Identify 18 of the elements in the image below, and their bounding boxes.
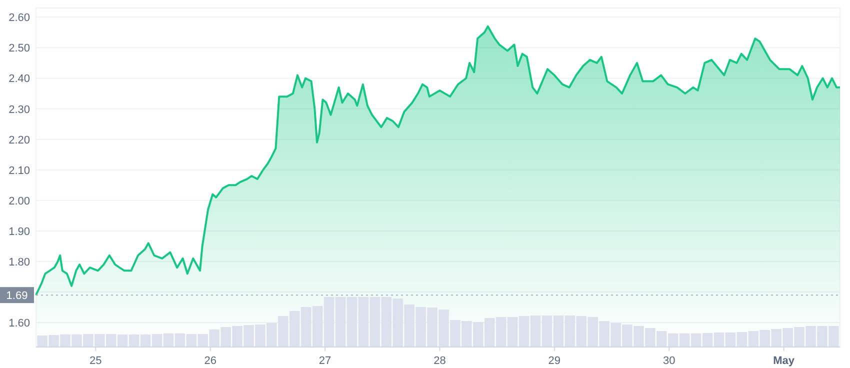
y-tick-label: 1.90 [8,226,30,238]
x-tick-label: 28 [434,355,446,367]
y-tick-label: 1.80 [8,256,30,268]
x-tick-label: 25 [90,355,102,367]
y-tick-label: 2.20 [8,134,30,146]
y-tick-label: 2.30 [8,104,30,116]
x-tick-label: May [773,355,796,367]
y-tick-label: 2.40 [8,73,30,86]
x-tick-label: 27 [318,355,332,367]
x-tick-label: 26 [204,355,216,367]
y-tick-label: 2.60 [8,12,30,24]
y-tick-label: 2.10 [8,164,30,177]
y-tick-label: 2.50 [8,42,30,55]
y-tick-label: 1.60 [8,318,30,330]
x-tick-label: 30 [662,355,676,367]
ref-line-label: 1.69 [6,290,28,302]
y-tick-label: 2.00 [8,195,30,208]
x-tick-label: 29 [548,355,561,367]
